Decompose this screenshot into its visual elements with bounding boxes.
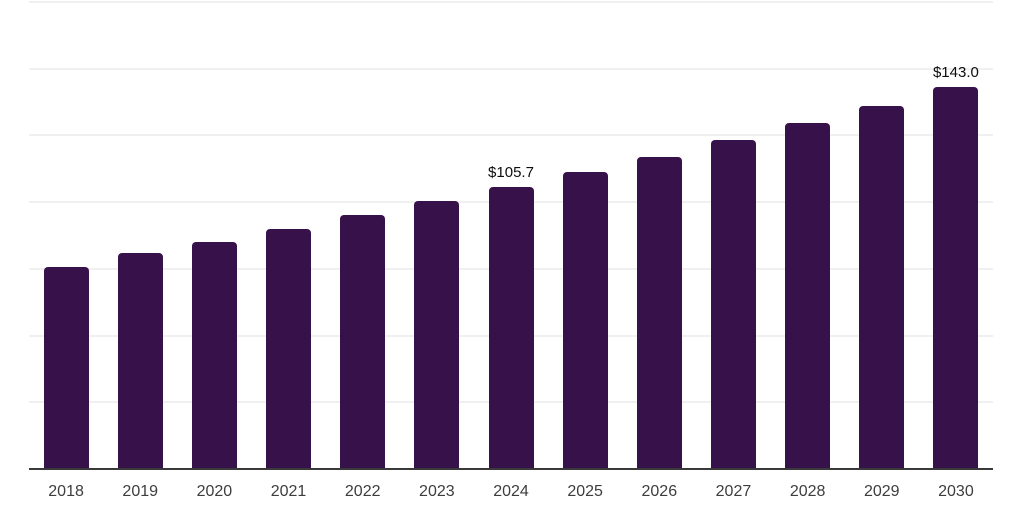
x-tick-2019: 2019 — [122, 483, 159, 500]
bar-2024 — [488, 186, 534, 469]
bar-2021 — [266, 228, 312, 469]
x-tick-2027: 2027 — [715, 483, 752, 500]
x-tick-2020: 2020 — [196, 483, 233, 500]
x-tick-2029: 2029 — [863, 483, 900, 500]
x-tick-2022: 2022 — [344, 483, 381, 500]
x-tick-2025: 2025 — [567, 483, 603, 500]
gridline — [29, 1, 993, 3]
bar-2026 — [636, 156, 682, 469]
x-tick-2028: 2028 — [789, 483, 826, 500]
bar-2023 — [414, 200, 460, 469]
bar-2028 — [785, 123, 831, 469]
data-label-2024: $105.7 — [488, 163, 534, 181]
x-tick-2026: 2026 — [641, 483, 678, 500]
x-axis-line — [29, 468, 993, 470]
data-label-2030: $143.0 — [932, 64, 979, 82]
gridline — [29, 67, 993, 70]
bar-2029 — [859, 105, 905, 469]
x-tick-2024: 2024 — [493, 483, 529, 500]
bar-2022 — [340, 214, 386, 469]
x-tick-2030: 2030 — [938, 483, 974, 500]
bar-2018 — [43, 266, 89, 469]
gridline — [29, 134, 993, 137]
bar-2030 — [933, 87, 979, 469]
bar-2025 — [562, 172, 608, 469]
x-tick-2018: 2018 — [48, 483, 84, 500]
bar-2019 — [117, 253, 163, 469]
x-tick-2023: 2023 — [419, 483, 455, 500]
bar-2020 — [191, 241, 237, 469]
x-tick-2021: 2021 — [270, 483, 307, 500]
bar-2027 — [710, 140, 756, 469]
